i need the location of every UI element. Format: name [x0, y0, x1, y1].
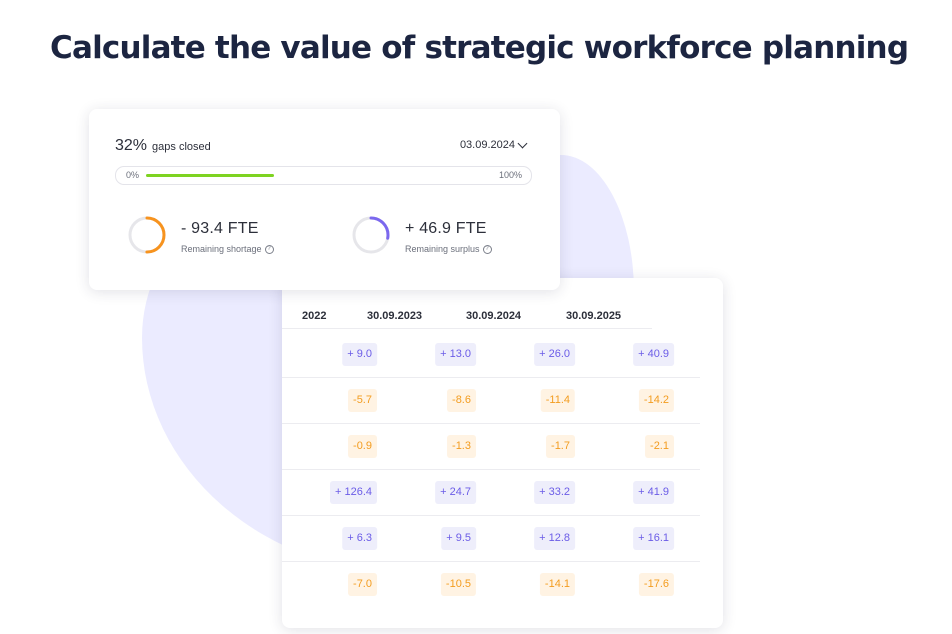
progress-min-label: 0%	[126, 170, 140, 180]
table-header: 2022 30.09.2023 30.09.2024 30.09.2025	[282, 296, 652, 329]
date-select[interactable]: 03.09.2024	[459, 138, 528, 151]
table-cell-value: + 13.0	[435, 343, 476, 366]
gaps-progress-bar: 0% 100%	[115, 166, 532, 185]
table-cell-value: + 126.4	[329, 481, 377, 504]
table-cell-value: + 16.1	[633, 527, 674, 550]
gaps-closed-summary: 32% gaps closed	[115, 137, 211, 155]
surplus-ring	[352, 216, 390, 254]
table-row: -0.9 -1.3 -1.7 -2.1	[282, 424, 700, 470]
fte-table: 2022 30.09.2023 30.09.2024 30.09.2025 + …	[282, 278, 723, 628]
column-header: 2022	[302, 310, 327, 322]
column-header: 30.09.2023	[367, 310, 423, 322]
table-cell-value: -11.4	[540, 389, 575, 412]
table-cell-value: -7.0	[348, 573, 377, 596]
surplus-label-row: Remaining surplus ?	[405, 244, 492, 254]
shortage-label: Remaining shortage	[181, 244, 262, 254]
shortage-ring-arc	[128, 216, 166, 254]
table-cell-value: -2.1	[645, 435, 674, 458]
shortage-value: - 93.4 FTE	[181, 220, 259, 237]
table-row: -5.7 -8.6 -11.4 -14.2	[282, 378, 700, 424]
table-cell-value: -1.7	[546, 435, 575, 458]
table-cell-value: + 6.3	[342, 527, 377, 550]
surplus-label: Remaining surplus	[405, 244, 480, 254]
table-row: + 9.0 + 13.0 + 26.0 + 40.9	[282, 332, 700, 378]
gaps-closed-percent: 32%	[115, 137, 148, 154]
surplus-ring-arc	[352, 216, 390, 254]
gaps-closed-label: gaps closed	[152, 141, 211, 153]
table-cell-value: + 12.8	[534, 527, 575, 550]
progress-track	[146, 174, 501, 177]
chevron-down-icon	[517, 138, 528, 148]
table-cell-value: -17.6	[638, 573, 674, 596]
table-cell-value: + 9.0	[342, 343, 377, 366]
table-row: + 6.3 + 9.5 + 12.8 + 16.1	[282, 516, 700, 562]
help-circle-icon[interactable]: ?	[264, 244, 274, 254]
date-select-value: 03.09.2024	[459, 139, 515, 151]
progress-fill	[146, 174, 274, 177]
table-cell-value: -5.7	[348, 389, 377, 412]
page-title: Calculate the value of strategic workfor…	[50, 30, 909, 66]
column-header: 30.09.2024	[466, 310, 522, 322]
table-cell-value: + 26.0	[534, 343, 575, 366]
table-cell-value: -0.9	[348, 435, 377, 458]
shortage-ring	[128, 216, 166, 254]
table-cell-value: -14.2	[638, 389, 674, 412]
table-cell-value: -10.5	[440, 573, 476, 596]
table-cell-value: -14.1	[539, 573, 575, 596]
table-row: + 126.4 + 24.7 + 33.2 + 41.9	[282, 470, 700, 516]
table-cell-value: + 9.5	[441, 527, 476, 550]
table-row: -7.0 -10.5 -14.1 -17.6	[282, 562, 700, 607]
surplus-value: + 46.9 FTE	[405, 220, 487, 237]
table-cell-value: + 40.9	[633, 343, 674, 366]
table-cell-value: + 41.9	[633, 481, 674, 504]
column-header: 30.09.2025	[566, 310, 622, 322]
table-cell-value: + 33.2	[534, 481, 575, 504]
table-cell-value: -1.3	[447, 435, 476, 458]
remaining-shortage: - 93.4 FTE Remaining shortage ?	[127, 215, 274, 255]
gaps-summary-card: 32% gaps closed 03.09.2024 0% 100% - 93.…	[89, 109, 560, 290]
progress-max-label: 100%	[498, 170, 522, 180]
shortage-label-row: Remaining shortage ?	[181, 244, 274, 254]
table-cell-value: + 24.7	[435, 481, 476, 504]
help-circle-icon[interactable]: ?	[482, 244, 492, 254]
remaining-surplus: + 46.9 FTE Remaining surplus ?	[351, 215, 492, 255]
table-cell-value: -8.6	[447, 389, 476, 412]
